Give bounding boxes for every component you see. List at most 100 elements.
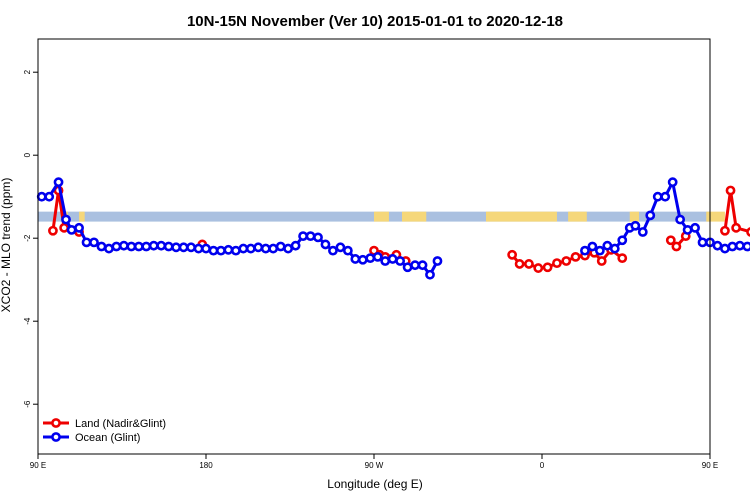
legend: Land (Nadir&Glint) Ocean (Glint) — [43, 418, 166, 444]
ocean-point — [61, 214, 71, 225]
ocean-point — [742, 241, 750, 252]
ocean-point — [230, 245, 241, 256]
ocean-point — [697, 237, 708, 248]
land-point — [524, 259, 534, 269]
y-tick-label: -4 — [23, 317, 32, 325]
ocean-point — [720, 243, 730, 254]
y-axis-label: XCO2 - MLO trend (ppm) — [0, 178, 13, 313]
y-tick-label: 0 — [23, 152, 32, 157]
ocean-point — [238, 243, 249, 254]
ocean-point — [417, 260, 428, 271]
ocean-point — [580, 245, 590, 256]
ocean-point — [283, 243, 294, 254]
land-point — [570, 251, 581, 262]
ocean-point — [223, 244, 234, 255]
legend-label: Land (Nadir&Glint) — [75, 418, 166, 430]
ocean-point — [253, 242, 264, 253]
ocean-point — [126, 241, 137, 252]
y-tick-label: -2 — [23, 234, 32, 242]
y-tick-label: -6 — [23, 400, 32, 408]
ocean-point — [208, 245, 219, 256]
ocean-point — [727, 241, 738, 252]
ocean-point — [387, 254, 398, 264]
ocean-point — [328, 245, 338, 256]
x-tick-label: 90 W — [365, 461, 384, 470]
surface-band-land — [629, 211, 640, 222]
land-point — [596, 256, 607, 266]
ocean-point — [275, 241, 286, 252]
legend-swatch-marker — [51, 418, 61, 428]
ocean-point — [602, 240, 613, 251]
ocean-point — [660, 191, 671, 202]
y-axis: 2 0 -2 -4 -6 — [23, 69, 38, 408]
ocean-point — [594, 245, 605, 256]
surface-band-land — [374, 211, 389, 222]
ocean-point — [133, 241, 144, 252]
land-point — [731, 222, 742, 233]
ocean-point — [372, 251, 383, 262]
ocean-point — [587, 241, 598, 252]
land-point — [514, 259, 525, 269]
ocean-point — [186, 242, 196, 253]
ocean-point — [395, 256, 406, 266]
ocean-point — [645, 210, 656, 221]
land-point — [552, 258, 562, 268]
ocean-point — [617, 235, 628, 246]
ocean-point — [652, 191, 663, 202]
surface-band-land — [79, 211, 85, 222]
ocean-point — [163, 241, 174, 252]
ocean-point — [74, 222, 84, 233]
legend-swatch-marker — [51, 432, 61, 442]
ocean-point — [104, 243, 114, 254]
ocean-point — [141, 241, 152, 252]
ocean-point — [148, 240, 159, 251]
ocean-point — [245, 243, 256, 254]
ocean-point — [268, 243, 279, 254]
ocean-point — [89, 237, 99, 248]
ocean-point — [111, 241, 122, 252]
land-point — [665, 235, 676, 246]
ocean-point — [380, 256, 391, 266]
ocean-point — [305, 231, 316, 242]
land-point — [533, 263, 544, 273]
ocean-point — [298, 231, 308, 242]
surface-band-land — [402, 211, 427, 222]
plot-area — [36, 177, 750, 280]
ocean-point — [425, 269, 435, 280]
ocean-point — [201, 243, 211, 254]
ocean-point — [734, 240, 745, 251]
ocean-point — [637, 227, 648, 237]
chart-title: 10N-15N November (Ver 10) 2015-01-01 to … — [187, 13, 563, 30]
ocean-point — [410, 260, 420, 271]
land-point — [48, 225, 58, 236]
ocean-point — [290, 240, 301, 251]
ocean-point — [365, 253, 376, 264]
x-axis: 90 E 180 90 W 0 90 E — [30, 454, 718, 470]
ocean-point — [118, 240, 129, 251]
ocean-point — [630, 220, 641, 231]
ocean-point — [66, 224, 77, 235]
ocean-point — [193, 243, 204, 254]
ocean-point — [432, 256, 443, 266]
x-tick-label: 0 — [540, 461, 545, 470]
ocean-point — [357, 254, 368, 265]
land-point — [720, 225, 730, 236]
ocean-point — [96, 241, 107, 252]
ocean-point — [44, 191, 55, 202]
land-point — [59, 222, 70, 233]
ocean-point — [682, 224, 693, 235]
ocean-point — [320, 239, 331, 250]
land-point — [725, 185, 736, 196]
legend-label: Ocean (Glint) — [75, 432, 140, 444]
land-point — [746, 227, 750, 237]
land-point — [507, 249, 518, 260]
land-point — [561, 256, 572, 266]
ocean-point — [156, 240, 167, 251]
ocean-point — [342, 245, 353, 256]
ocean-point — [171, 242, 182, 253]
x-tick-label: 90 E — [30, 461, 46, 470]
ocean-point — [335, 242, 346, 253]
ocean-point — [350, 254, 361, 264]
ocean-point — [712, 240, 723, 251]
